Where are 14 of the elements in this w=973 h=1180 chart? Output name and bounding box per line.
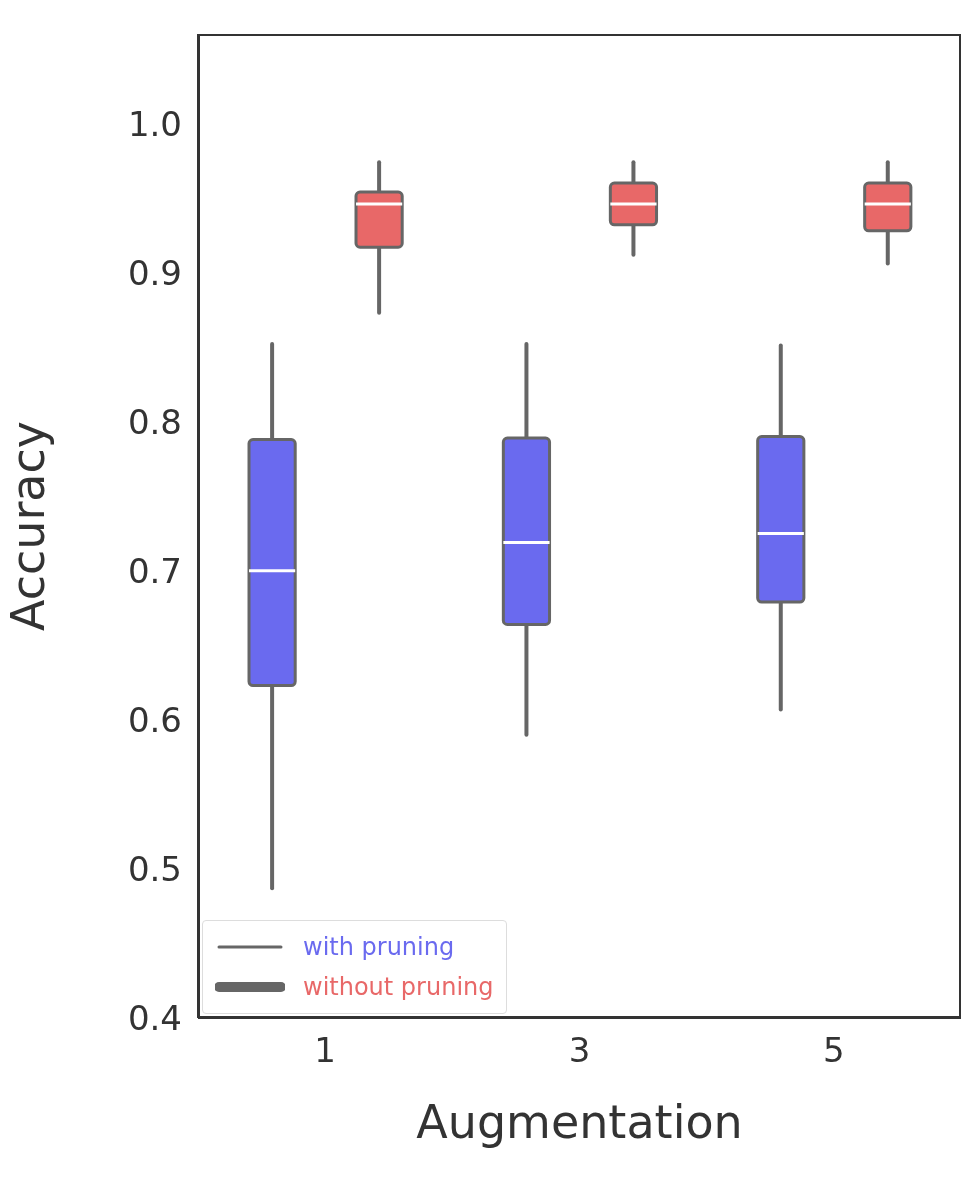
y-tick-label: 0.4 bbox=[127, 998, 182, 1039]
x-axis-title: Augmentation bbox=[416, 1095, 743, 1149]
y-tick-label: 0.5 bbox=[127, 848, 182, 889]
x-tick-label: 1 bbox=[314, 1030, 336, 1071]
x-tick-label: 3 bbox=[568, 1030, 591, 1071]
y-tick-label: 0.6 bbox=[127, 699, 182, 740]
y-tick-label: 0.8 bbox=[127, 401, 182, 442]
legend-label: with pruning bbox=[303, 933, 455, 961]
y-tick-label: 1.0 bbox=[127, 103, 182, 144]
legend-label: without pruning bbox=[303, 973, 494, 1001]
y-tick-label: 0.7 bbox=[127, 550, 182, 591]
y-axis-title: Accuracy bbox=[1, 420, 56, 632]
y-tick-label: 0.9 bbox=[127, 252, 182, 293]
x-tick-label: 5 bbox=[823, 1030, 845, 1071]
